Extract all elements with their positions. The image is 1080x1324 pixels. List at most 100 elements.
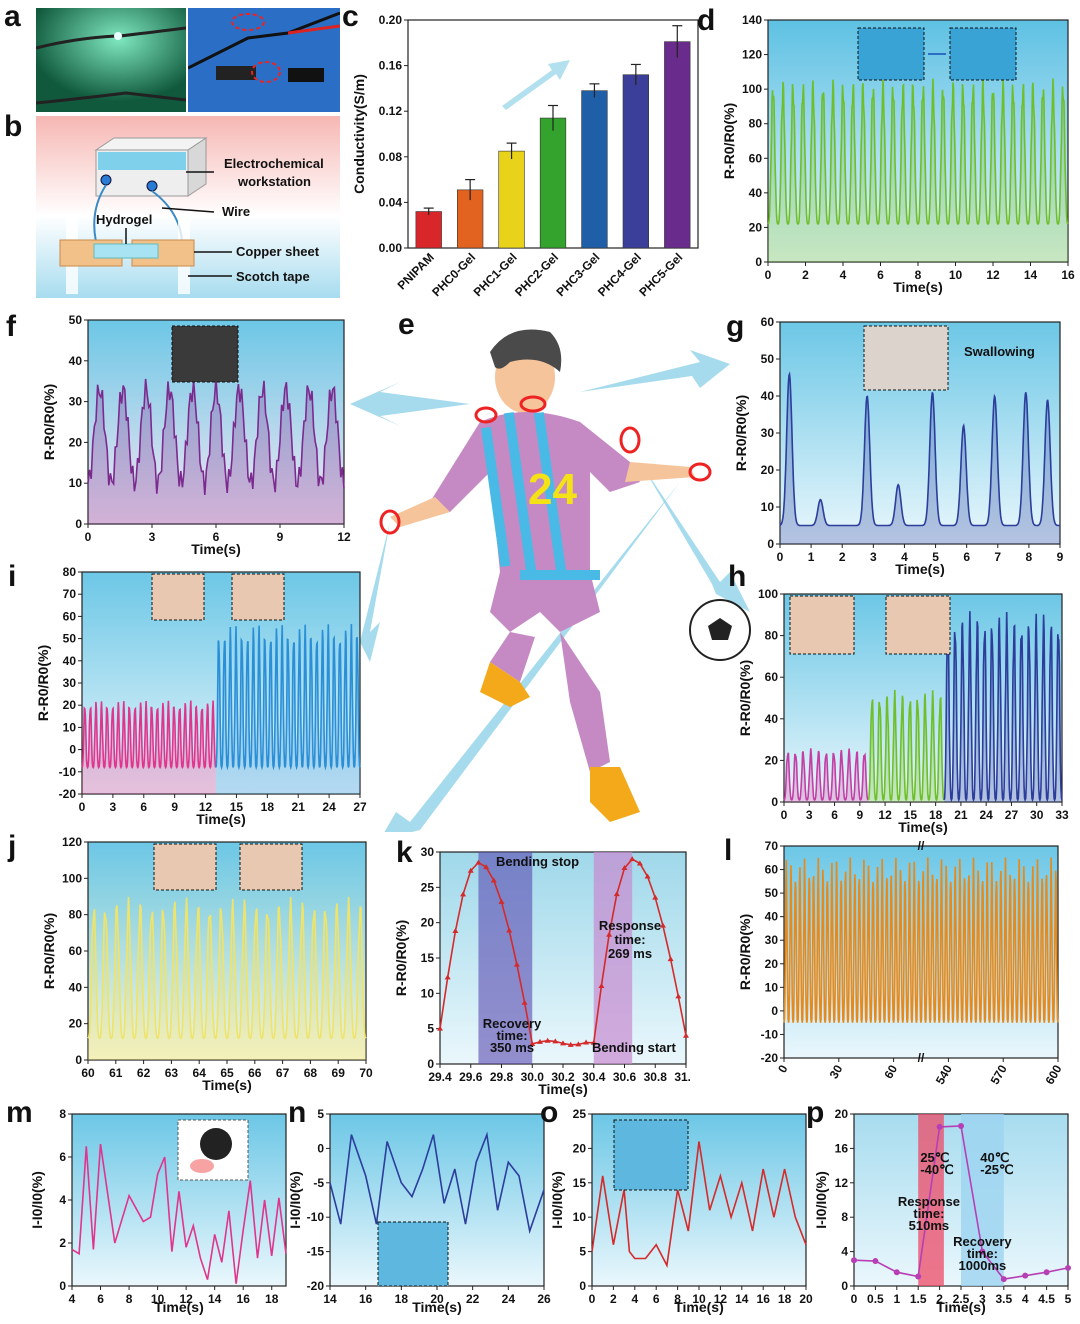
g-series-line (779, 371, 1060, 527)
k-bending-start: Bending start (592, 1040, 676, 1055)
i-series-line-1-fill (82, 700, 216, 794)
h-xtick-label: 3 (806, 808, 813, 822)
n-xtick-label: 22 (466, 1292, 480, 1306)
l-axis-break-top: // (918, 839, 925, 853)
c-bar (664, 41, 691, 249)
g-xtick-label: 1 (808, 550, 815, 564)
l-xtick-label: 570 (988, 1062, 1010, 1087)
p-marker (936, 1123, 943, 1130)
h-xtick-label: 30 (1030, 808, 1044, 822)
h-xtick-label: 9 (856, 808, 863, 822)
i-inset-photo-2 (231, 573, 285, 621)
k-band-recovery (478, 852, 533, 1064)
p-band-heating (918, 1114, 944, 1286)
chart-j: 0 20 40 60 80 100 120 60 61 62 63 64 65 66 67 68 69 70 Tim… (41, 835, 373, 1093)
c-bar (415, 211, 442, 249)
i-series-line-1 (81, 700, 217, 770)
j-ytick-label: 100 (62, 871, 82, 885)
m-xtick-label: 4 (69, 1292, 76, 1306)
k-xtick-label: 29.6 (459, 1070, 483, 1084)
p-xtick-label: 4 (1022, 1292, 1029, 1306)
panel-label-a: a (4, 0, 21, 33)
k-xtick-label: 30.4 (582, 1070, 606, 1084)
l-xtick-label: 600 (1042, 1062, 1064, 1087)
i-ytick-label: 30 (63, 676, 77, 690)
h-xtick-label: 6 (831, 808, 838, 822)
g-xtick-label: 0 (777, 550, 784, 564)
p-zone2-label: -25℃ (980, 1162, 1013, 1177)
d-x-axis-label: Time(s) (893, 279, 943, 295)
i-xtick-label: 21 (292, 800, 306, 814)
m-xtick-label: 16 (237, 1292, 251, 1306)
l-ytick-label: -10 (761, 1027, 779, 1041)
o-ytick-label: 15 (573, 1176, 587, 1190)
panel-label-i: i (8, 560, 17, 593)
panel-label-k: k (396, 836, 413, 869)
i-ytick-label: -10 (59, 765, 77, 779)
k-xtick-label: 30.2 (551, 1070, 575, 1084)
g-ytick-label: 20 (761, 463, 775, 477)
d-ytick-label: 100 (742, 82, 762, 96)
d-xtick-label: 6 (877, 268, 884, 282)
o-inset-water-photo (613, 1119, 689, 1191)
j-xtick-label: 69 (332, 1066, 346, 1080)
g-annotation: Swallowing (964, 344, 1035, 359)
panel-label-f: f (6, 310, 16, 343)
h-xtick-label: 0 (781, 808, 788, 822)
h-series-line-2 (867, 689, 945, 802)
label-hydrogel: Hydrogel (96, 212, 152, 227)
j-series-line-fill (88, 896, 366, 1060)
p-ytick-label: 20 (835, 1107, 849, 1121)
h-inset-photo-1 (789, 595, 855, 655)
d-ytick-label: 40 (749, 186, 763, 200)
k-marker (683, 1032, 689, 1038)
c-xtick-label: PHC3-Gel (554, 250, 603, 299)
o-ytick-label: 20 (573, 1141, 587, 1155)
p-xtick-label: 0 (851, 1292, 858, 1306)
k-marker (621, 865, 628, 871)
j-y-axis-label: R-R0/R0(%) (41, 913, 57, 989)
g-xtick-label: 9 (1057, 550, 1064, 564)
n-series-line (329, 1131, 545, 1235)
p-zone1-label: 25℃ (920, 1150, 949, 1165)
m-hand-icon (190, 1159, 214, 1173)
j-ytick-label: 0 (75, 1053, 82, 1067)
m-ytick-label: 0 (59, 1279, 66, 1293)
k-xtick-label: 30.0 (521, 1070, 545, 1084)
p-recovery-note: Recovery (953, 1234, 1012, 1249)
j-xtick-label: 66 (248, 1066, 262, 1080)
i-ytick-label: 70 (63, 587, 77, 601)
panel-label-b: b (4, 110, 23, 143)
g-y-axis-label: R-R0/R0(%) (734, 395, 749, 471)
k-marker (659, 922, 666, 928)
p-marker (872, 1258, 879, 1265)
i-y-axis-label: R-R0/R0(%) (36, 645, 51, 721)
k-marker (613, 891, 620, 897)
h-ytick-label: 40 (765, 712, 779, 726)
k-marker (490, 877, 497, 883)
m-xtick-label: 12 (179, 1292, 193, 1306)
m-head-icon (200, 1128, 232, 1160)
n-xtick-label: 20 (430, 1292, 444, 1306)
d-xtick-label: 2 (802, 268, 809, 282)
p-response-note: time: (913, 1206, 944, 1221)
p-marker (915, 1273, 922, 1280)
p-response-note: 510ms (909, 1218, 949, 1233)
k-recovery-note: time: (496, 1028, 527, 1043)
chart-p: 0 4 8 12 16 20 0 0.5 1 1.5 2 2.5 3 3.5 4 4.5 5 Time(s) I-I… (814, 1107, 1072, 1315)
p-recovery-note: 1000ms (959, 1258, 1007, 1273)
j-xtick-label: 60 (81, 1066, 95, 1080)
d-ytick-label: 60 (749, 151, 763, 165)
g-xtick-label: 2 (839, 550, 846, 564)
l-ytick-label: 0 (771, 1004, 778, 1018)
p-xtick-label: 2.5 (953, 1292, 970, 1306)
i-series-line-2 (215, 623, 361, 771)
k-response-note: Response (599, 918, 661, 933)
f-y-axis-label: R-R0/R0(%) (41, 384, 57, 460)
f-xtick-label: 3 (149, 530, 156, 544)
chart-k: 0 5 10 15 20 25 30 29.4 29.6 29.8 30.0 30.2 30.4 30.6… (396, 845, 690, 1097)
k-marker (437, 1025, 443, 1031)
p-ytick-label: 12 (835, 1176, 849, 1190)
l-ytick-label: 10 (765, 980, 779, 994)
j-xtick-label: 62 (137, 1066, 151, 1080)
